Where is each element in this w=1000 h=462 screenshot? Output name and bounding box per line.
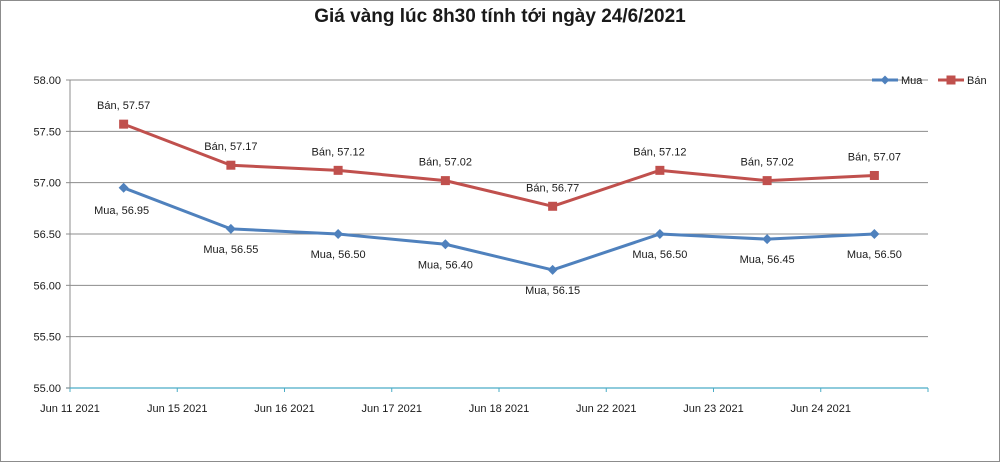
- x-tick-label: Jun 24 2021: [790, 403, 851, 415]
- data-label: Mua, 56.45: [740, 254, 795, 266]
- x-tick-label: Jun 11 2021: [40, 403, 100, 415]
- legend: Mua Bán: [872, 75, 987, 87]
- data-label: Mua, 56.95: [94, 205, 149, 217]
- data-label: Mua, 56.15: [525, 285, 580, 297]
- data-point-mua: [118, 182, 129, 193]
- x-tick-label: Jun 22 2021: [576, 403, 637, 415]
- series-line-mua: [123, 186, 875, 272]
- chart-title: Giá vàng lúc 8h30 tính tới ngày 24/6/202…: [314, 6, 686, 27]
- data-point-mua: [547, 264, 558, 275]
- gridlines: [70, 79, 928, 338]
- legend-label: Bán: [967, 75, 987, 87]
- data-label: Mua, 56.50: [847, 249, 902, 261]
- y-tick-label: 57.50: [33, 126, 61, 138]
- legend-marker-mua: [880, 75, 890, 85]
- y-tick-label: 57.00: [33, 178, 61, 190]
- data-label: Bán, 57.57: [97, 100, 150, 112]
- x-tick-label: Jun 23 2021: [683, 403, 744, 415]
- y-tick-label: 58.00: [33, 75, 61, 87]
- data-label: Mua, 56.55: [203, 244, 258, 256]
- x-tick-label: Jun 15 2021: [147, 403, 208, 415]
- data-point-ban: [762, 176, 772, 186]
- y-tick-label: 56.00: [33, 280, 61, 292]
- y-tick-label: 55.50: [33, 332, 61, 344]
- x-tick-label: Jun 16 2021: [254, 403, 315, 415]
- data-label: Mua, 56.50: [311, 249, 366, 261]
- data-label: Bán, 57.12: [633, 146, 686, 158]
- data-label: Bán, 57.12: [312, 146, 365, 158]
- legend-marker-ban: [946, 75, 956, 85]
- x-tick-label: Jun 18 2021: [469, 403, 530, 415]
- data-point-mua: [333, 229, 344, 239]
- data-point-ban: [333, 165, 343, 175]
- data-point-ban: [119, 119, 129, 129]
- axes: 55.00 55.50 56.00 56.50 57.00 57.50 58.00 Jun 1…: [33, 75, 929, 415]
- data-point-ban: [655, 165, 665, 175]
- data-point-ban: [869, 170, 879, 180]
- legend-label: Mua: [901, 75, 923, 87]
- y-tick-label: 56.50: [33, 229, 61, 241]
- data-label: Bán, 57.02: [419, 157, 472, 169]
- data-label: Bán, 56.77: [526, 182, 579, 194]
- data-point-mua: [869, 229, 880, 239]
- series-lines: [118, 119, 880, 275]
- data-label: Bán, 57.07: [848, 151, 901, 163]
- data-point-mua: [654, 229, 665, 239]
- data-label: Bán, 57.17: [204, 141, 257, 153]
- data-point-ban: [548, 201, 558, 211]
- y-tick-label: 55.00: [33, 383, 61, 395]
- data-labels: Mua, 56.95 Mua, 56.55 Mua, 56.50 Mua, 56.40…: [94, 100, 902, 297]
- data-point-ban: [226, 160, 236, 170]
- series-line-bán: [123, 122, 875, 208]
- data-label: Mua, 56.40: [418, 259, 473, 271]
- data-label: Bán, 57.02: [741, 157, 794, 169]
- data-point-ban: [440, 176, 450, 186]
- data-label: Mua, 56.50: [632, 249, 687, 261]
- x-tick-label: Jun 17 2021: [361, 403, 422, 415]
- data-point-mua: [440, 239, 451, 250]
- data-point-mua: [225, 223, 236, 234]
- data-point-mua: [762, 234, 773, 245]
